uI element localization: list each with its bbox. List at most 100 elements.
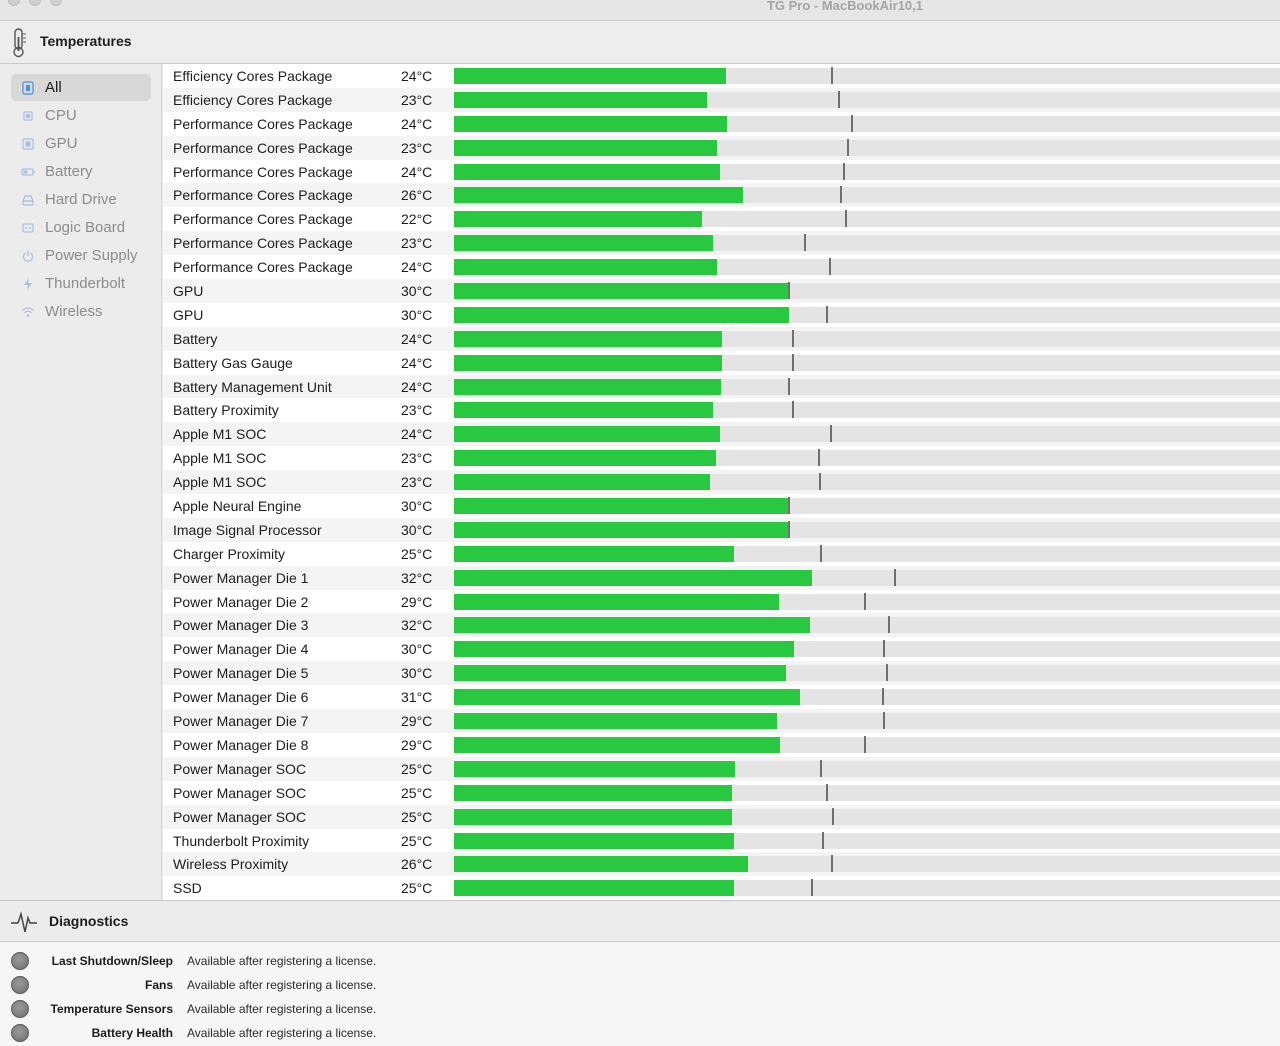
sensor-temperature: 24°C — [401, 68, 433, 84]
sensor-name: Battery — [173, 330, 218, 347]
temperature-bar-track — [454, 329, 1280, 347]
sensor-row[interactable]: Thunderbolt Proximity 25°C — [163, 829, 1280, 853]
sensor-row[interactable]: Power Manager Die 4 30°C — [163, 637, 1280, 661]
sensor-row[interactable]: GPU 30°C — [163, 279, 1280, 303]
max-temperature-marker — [831, 67, 834, 84]
temperatures-toolbar: Temperatures — [0, 21, 1280, 64]
sensor-row[interactable]: Apple M1 SOC 23°C — [163, 446, 1280, 470]
diagnostic-value: Available after registering a license. — [187, 954, 377, 968]
sensor-temperature: 31°C — [401, 689, 433, 706]
sidebar: All CPU GPU Battery Hard Drive Logic Board Pow… — [0, 64, 162, 900]
sensor-temperature: 24°C — [401, 330, 433, 347]
sensor-row[interactable]: Performance Cores Package 22°C — [163, 207, 1280, 231]
diagnostic-value: Available after registering a license. — [187, 1026, 377, 1040]
sensor-row[interactable]: Power Manager Die 5 30°C — [163, 661, 1280, 686]
sensor-table[interactable]: Efficiency Cores Package 24°C Efficiency C… — [163, 64, 1280, 900]
sensor-row[interactable]: Image Signal Processor 30°C — [163, 517, 1280, 542]
gpu-icon — [22, 138, 34, 150]
temperature-bar-fill — [454, 139, 717, 156]
sidebar-item-wireless[interactable]: Wireless — [11, 298, 151, 325]
window-title: TG Pro - MacBookAir10,1 — [766, 0, 924, 13]
sensor-name: Battery Management Unit — [173, 378, 332, 395]
diagnostics-list: Last Shutdown/Sleep Available after regis… — [0, 942, 1280, 1046]
sensor-name: Battery Proximity — [173, 402, 279, 419]
sidebar-item-battery[interactable]: Battery — [11, 158, 151, 185]
sidebar-item-logic-board[interactable]: Logic Board — [11, 214, 151, 241]
temperature-bar-track — [454, 855, 1280, 873]
temperature-bar-fill — [454, 402, 713, 419]
sensor-row[interactable]: Performance Cores Package 24°C — [163, 160, 1280, 184]
sensor-row[interactable]: GPU 30°C — [163, 303, 1280, 327]
sidebar-item-thunderbolt[interactable]: Thunderbolt — [11, 270, 151, 297]
diagnostic-label: Last Shutdown/Sleep — [51, 954, 173, 968]
sensor-name: Power Manager Die 3 — [173, 617, 309, 634]
temperature-bar-fill — [454, 378, 721, 395]
sidebar-item-power-supply[interactable]: Power Supply — [11, 242, 151, 269]
temperature-bar-track — [454, 688, 1280, 706]
max-temperature-marker — [831, 855, 834, 873]
sensor-row[interactable]: Power Manager Die 2 29°C — [163, 590, 1280, 614]
sensor-row[interactable]: Power Manager Die 8 29°C — [163, 733, 1280, 757]
temperature-bar-track — [454, 831, 1280, 849]
activity-icon — [11, 911, 37, 933]
sensor-row[interactable]: Battery 24°C — [163, 326, 1280, 351]
temperature-bar-track — [454, 162, 1280, 180]
sensor-row[interactable]: Apple M1 SOC 23°C — [163, 470, 1280, 495]
temperature-bar-fill — [454, 736, 781, 753]
sensor-row[interactable]: Apple M1 SOC 24°C — [163, 422, 1280, 447]
max-temperature-marker — [864, 592, 867, 610]
sensor-row[interactable]: Performance Cores Package 23°C — [163, 231, 1280, 256]
temperature-bar-track — [454, 425, 1280, 443]
sensor-temperature: 25°C — [401, 760, 433, 777]
sensor-name: Apple Neural Engine — [173, 498, 302, 515]
sensor-row[interactable]: Power Manager Die 6 31°C — [163, 685, 1280, 709]
sensor-row[interactable]: Power Manager Die 1 32°C — [163, 565, 1280, 590]
temperature-bar-fill — [454, 521, 790, 538]
max-temperature-marker — [832, 807, 835, 825]
temperature-bar-fill — [454, 784, 733, 801]
sensor-row[interactable]: Battery Gas Gauge 24°C — [163, 351, 1280, 375]
sensor-row[interactable]: Apple Neural Engine 30°C — [163, 494, 1280, 518]
sensor-name: Apple M1 SOC — [173, 474, 267, 491]
sensor-row[interactable]: Battery Proximity 23°C — [163, 398, 1280, 422]
sensor-temperature: 23°C — [401, 474, 433, 491]
temperature-bar-fill — [454, 593, 780, 610]
sidebar-item-all[interactable]: All — [11, 74, 151, 101]
temperature-bar-fill — [454, 665, 787, 682]
sensor-row[interactable]: Performance Cores Package 24°C — [163, 112, 1280, 136]
temperature-bar-track — [454, 520, 1280, 538]
sensor-row[interactable]: Battery Management Unit 24°C — [163, 374, 1280, 399]
max-temperature-marker — [788, 377, 791, 395]
max-temperature-marker — [811, 879, 814, 897]
sidebar-item-gpu[interactable]: GPU — [11, 130, 151, 157]
temperature-bar-fill — [454, 330, 722, 347]
sensor-row[interactable]: Power Manager SOC 25°C — [163, 804, 1280, 829]
sensor-row[interactable]: Performance Cores Package 23°C — [163, 135, 1280, 160]
sensor-row[interactable]: Charger Proximity 25°C — [163, 542, 1280, 566]
sensor-row[interactable]: Efficiency Cores Package 23°C — [163, 87, 1280, 112]
cpu-icon — [23, 111, 33, 121]
temperature-bar-fill — [454, 880, 734, 897]
sensor-name: Performance Cores Package — [173, 139, 353, 156]
sensor-row[interactable]: Performance Cores Package 26°C — [163, 183, 1280, 208]
max-temperature-marker — [791, 401, 794, 419]
sidebar-item-hard-drive[interactable]: Hard Drive — [11, 186, 151, 213]
sensor-row[interactable]: Wireless Proximity 26°C — [163, 852, 1280, 877]
sensor-row[interactable]: Power Manager SOC 25°C — [163, 756, 1280, 781]
all-sensors-icon — [22, 81, 34, 95]
sidebar-item-cpu[interactable]: CPU — [11, 102, 151, 129]
sensor-row[interactable]: Power Manager Die 3 32°C — [163, 613, 1280, 638]
sensor-row[interactable]: SSD 25°C — [163, 876, 1280, 900]
sensor-row[interactable]: Efficiency Cores Package 24°C — [163, 64, 1280, 88]
temperature-bar-fill — [454, 832, 734, 849]
sensor-row[interactable]: Power Manager SOC 25°C — [163, 781, 1280, 805]
sensor-row[interactable]: Power Manager Die 7 29°C — [163, 709, 1280, 733]
sensor-row[interactable]: Performance Cores Package 24°C — [163, 255, 1280, 279]
sensor-name: Power Manager SOC — [173, 760, 307, 777]
diagnostics-header: Diagnostics — [0, 900, 1280, 942]
sidebar-item-label: GPU — [45, 135, 78, 152]
temperature-bar-track — [454, 138, 1280, 156]
max-temperature-marker — [847, 138, 849, 156]
sensor-temperature: 26°C — [401, 856, 433, 873]
sensor-temperature: 30°C — [401, 521, 433, 538]
